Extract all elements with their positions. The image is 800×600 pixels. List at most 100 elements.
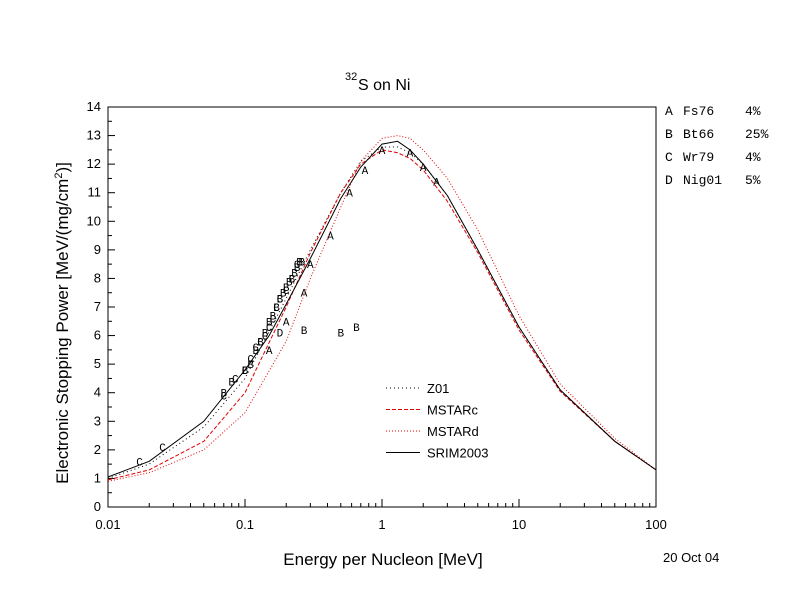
data-point-a: A [362,166,369,178]
y-tick-label: 5 [94,356,101,371]
data-point-b: B [266,317,273,329]
legend-label-mstarc: MSTARc [427,403,479,418]
legend-label-z01: Z01 [427,381,449,396]
data-point-a: A [433,177,440,189]
chart-title-superscript: 32 [345,71,357,83]
experiment-legend: A Fs76 4% B Bt66 25% C Wr79 4% D Nig01 5% [665,104,769,188]
y-tick-label: 11 [88,185,102,200]
experiment-legend-letter: C [665,150,673,165]
data-point-c: C [270,314,277,326]
data-point-a: A [301,289,308,301]
data-point-a: A [266,346,273,358]
y-tick-label: 0 [94,499,101,514]
y-axis-label-main: Electronic Stopping Power [MeV/(mg/cm [53,179,72,484]
legend-label-srim2003: SRIM2003 [427,446,488,461]
data-point-b: B [253,346,260,358]
data-point-b: B [228,377,235,389]
data-point-c: C [294,260,301,272]
data-point-b: B [299,257,306,269]
x-tick-label: 10 [512,517,526,532]
experiment-legend-pct: 25% [745,127,769,142]
data-point-b: B [353,323,360,335]
data-point-a: A [346,189,353,201]
experiment-legend-label: Nig01 [683,173,722,188]
data-point-b: B [247,360,254,372]
data-point-c: C [159,443,166,455]
data-point-b: B [277,294,284,306]
series-line-srim2003 [107,140,657,478]
x-tick-label: 100 [645,517,667,532]
data-point-a: A [307,260,314,272]
data-point-a: A [283,317,290,329]
x-axis-label: Energy per Nucleon [MeV] [283,550,482,569]
y-tick-label: 3 [94,413,101,428]
data-point-c: C [232,374,239,386]
data-point-b: B [289,274,296,286]
data-point-b: B [273,303,280,315]
y-tick-label: 12 [87,156,101,171]
data-point-b: B [283,283,290,295]
data-point-a: A [420,163,427,175]
x-tick-label: 0.1 [236,517,254,532]
series-curves [107,135,657,482]
data-point-c: C [220,392,227,404]
y-tick-label: 8 [94,270,101,285]
series-line-mstard [107,135,657,482]
data-point-b: B [280,289,287,301]
y-tick-label: 9 [94,242,101,257]
experiment-legend-pct: 5% [745,173,761,188]
data-point-c: C [242,366,249,378]
data-point-b: B [220,389,227,401]
y-tick-label: 13 [87,128,101,143]
data-point-b: B [262,329,269,341]
experiment-legend-label: Fs76 [683,104,714,119]
chart-title-main: S on Ni [358,77,410,94]
y-tick-label: 10 [87,213,101,228]
data-point-a: A [379,146,386,158]
experiment-legend-pct: 4% [745,104,761,119]
date-label: 20 Oct 04 [663,550,719,565]
data-point-c: C [253,343,260,355]
experiment-legend-label: Bt66 [683,127,714,142]
data-point-d: D [277,329,284,341]
data-point-b: B [337,329,344,341]
x-tick-label: 1 [378,517,385,532]
y-axis-label-superscript: 2 [53,173,65,179]
y-axis-label: Electronic Stopping Power [MeV/(mg/cm2)] [53,162,72,484]
data-point-c: C [262,332,269,344]
experiment-legend-letter: A [665,104,673,119]
data-point-b: B [301,326,308,338]
data-point-c: C [289,274,296,286]
experiment-legend-letter: D [665,173,673,188]
series-legend: Z01 MSTARc MSTARd SRIM2003 [386,381,488,461]
y-tick-label: 4 [94,385,101,400]
data-point-b: B [257,337,264,349]
y-tick-label: 6 [94,328,101,343]
plot-frame [107,106,657,508]
data-point-b: B [286,277,293,289]
data-point-b: B [270,312,277,324]
data-point-c: C [136,457,143,469]
data-point-c: C [247,354,254,366]
data-point-b: B [242,366,249,378]
data-point-a: A [327,232,334,244]
chart-title: 32 S on Ni [345,71,410,94]
y-tick-label: 2 [94,442,101,457]
data-point-c: C [277,294,284,306]
experiment-legend-pct: 4% [745,150,761,165]
y-tick-label: 1 [94,470,101,485]
data-point-b: B [291,269,298,281]
data-point-a: A [407,149,414,161]
x-axis-ticks: 0.01 0.1 1 10 100 [95,499,667,532]
experiment-legend-label: Wr79 [683,150,714,165]
y-tick-label: 7 [94,299,101,314]
data-point-c: C [283,286,290,298]
data-point-b: B [296,257,303,269]
series-line-z01 [107,146,657,479]
legend-label-mstard: MSTARd [427,424,479,439]
data-point-c: C [266,323,273,335]
data-point-c: C [273,303,280,315]
